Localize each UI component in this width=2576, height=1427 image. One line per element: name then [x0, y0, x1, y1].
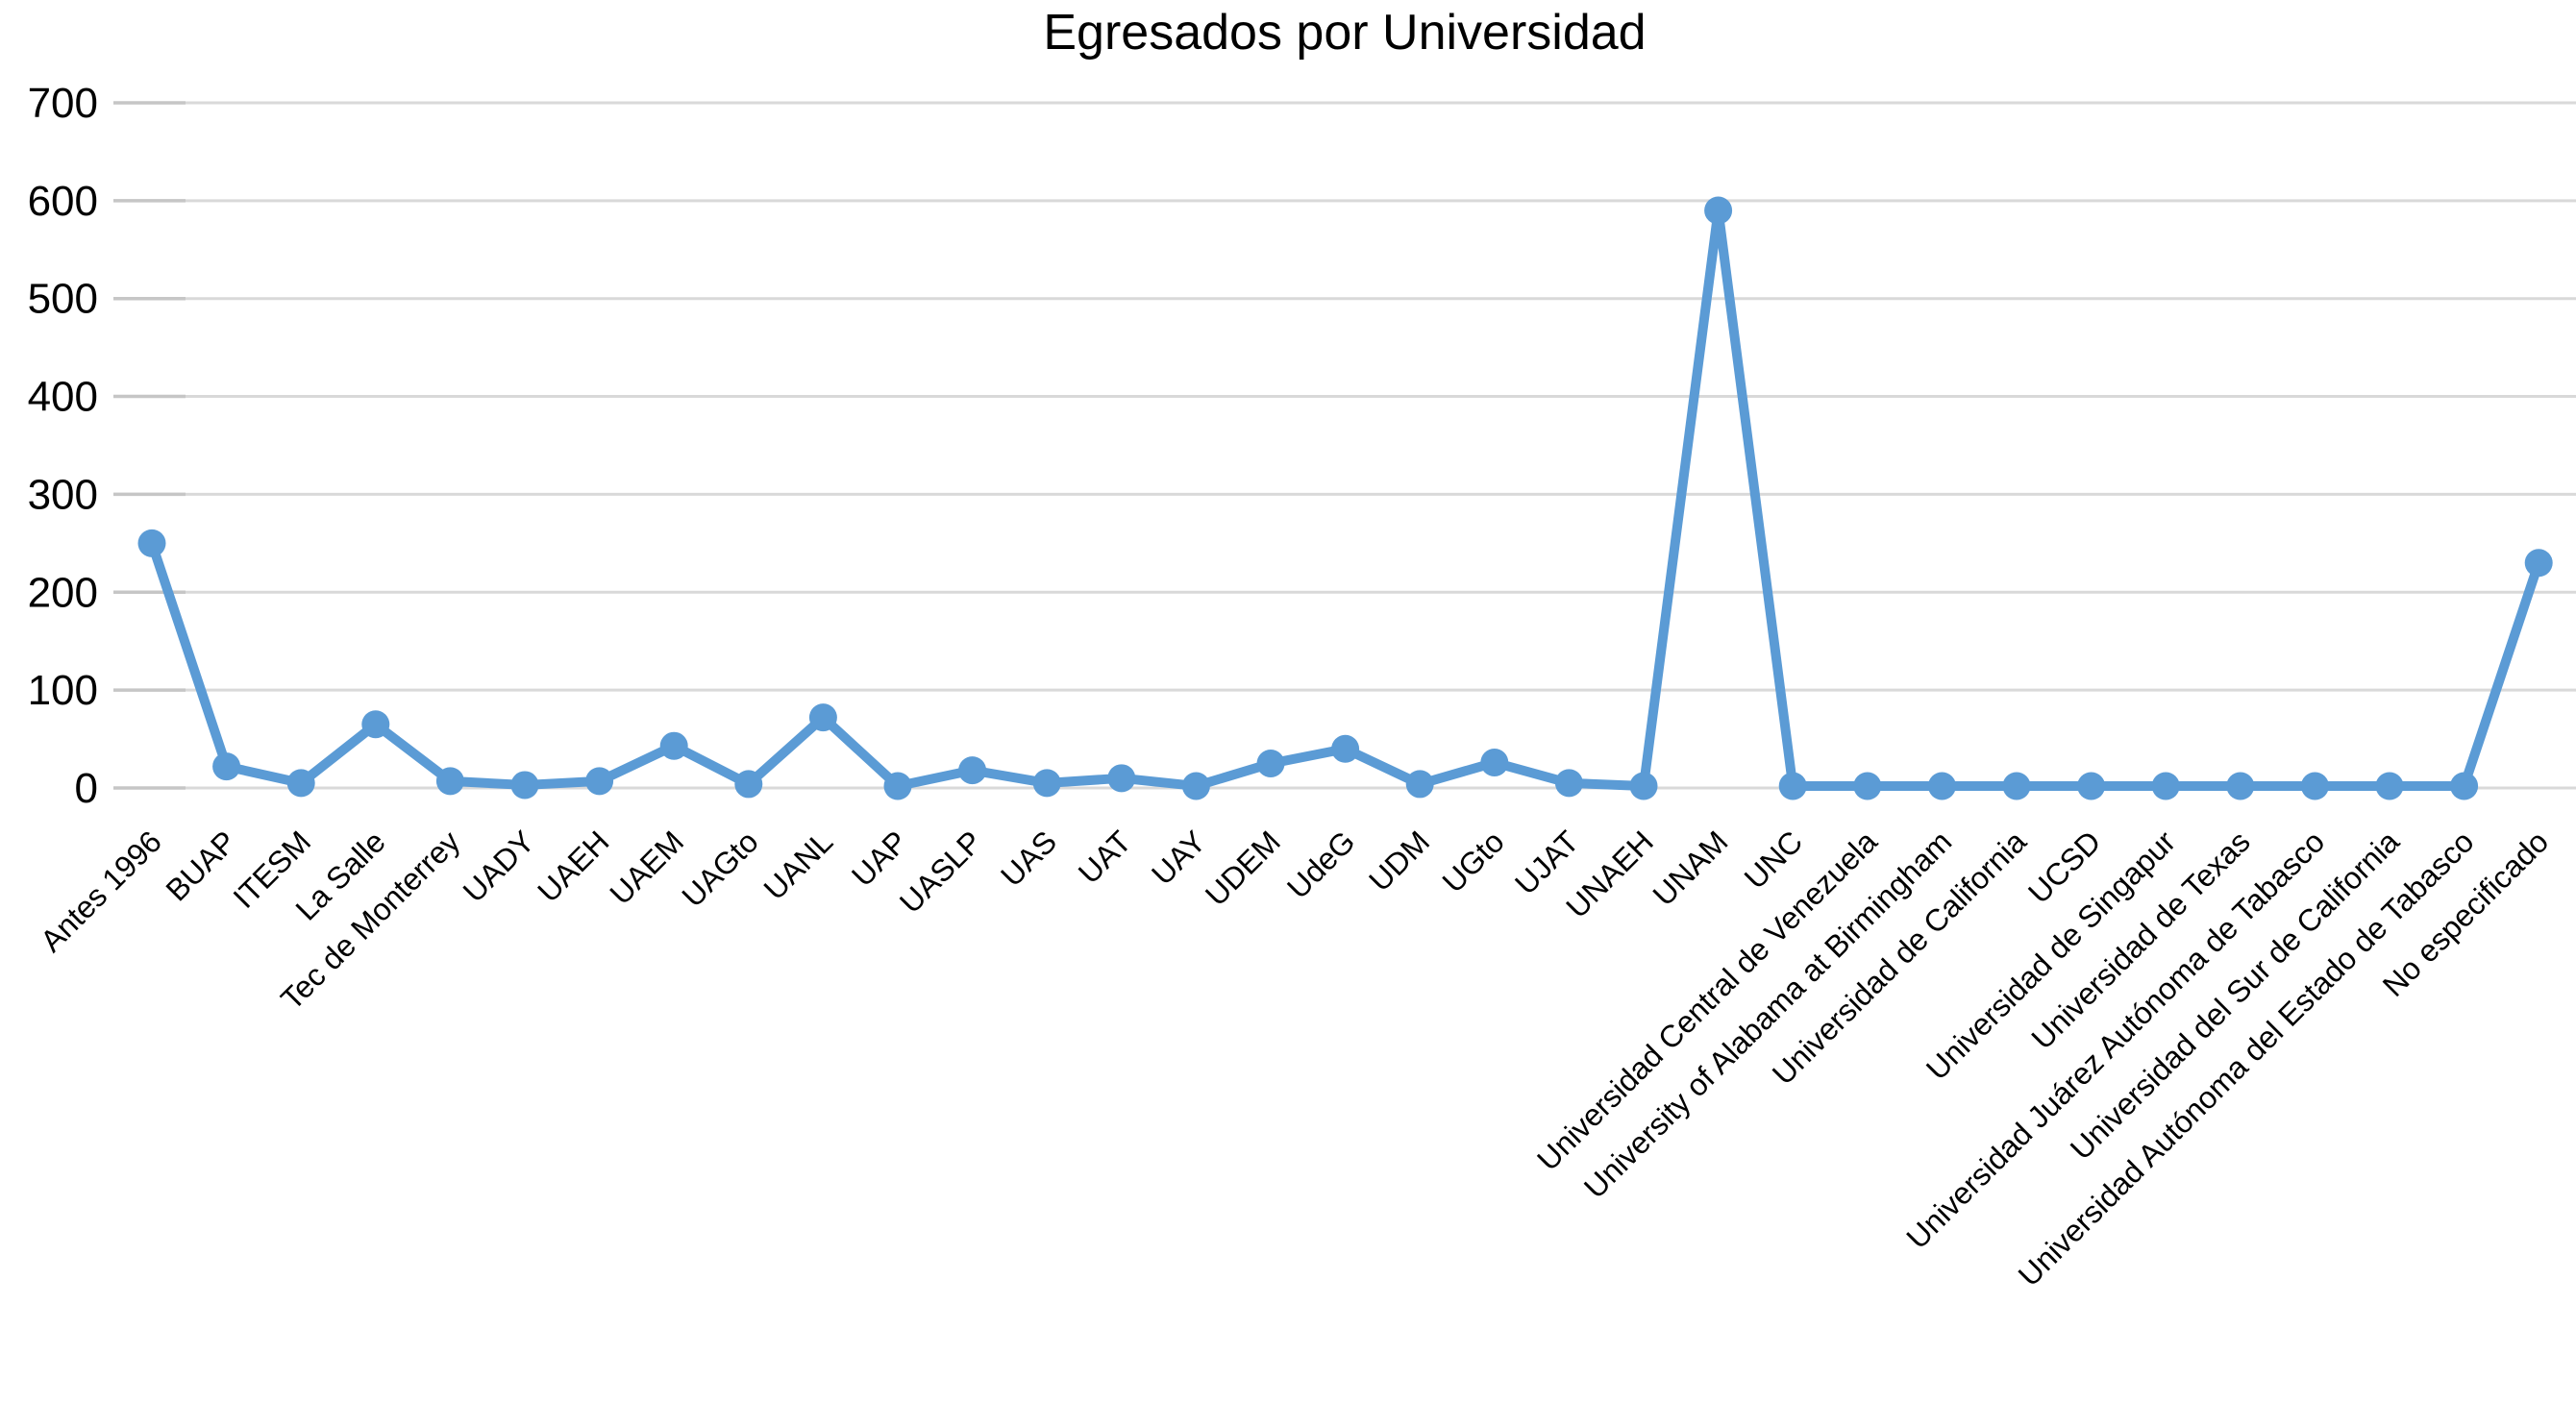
data-point	[734, 770, 763, 799]
y-axis-tick-label: 200	[28, 569, 98, 616]
data-line	[147, 206, 2544, 791]
y-axis-tick-label: 500	[28, 276, 98, 323]
y-axis-tick-label: 0	[75, 765, 98, 812]
data-point	[2077, 772, 2106, 800]
x-axis-category-label: UAEM	[603, 824, 690, 911]
x-axis-category-label: UANL	[757, 824, 840, 906]
x-axis-category-label: UNAM	[1646, 824, 1734, 912]
data-point	[1853, 772, 1882, 800]
data-point	[1778, 772, 1807, 800]
data-point	[1405, 770, 1434, 799]
data-point	[2300, 772, 2329, 800]
data-point	[286, 769, 315, 798]
chart-title: Egresados por Universidad	[1043, 5, 1647, 61]
data-point	[1554, 769, 1583, 798]
data-point	[1032, 769, 1061, 798]
y-axis-tick-label: 300	[28, 471, 98, 518]
data-point	[1331, 734, 1360, 763]
data-point	[1480, 749, 1509, 777]
data-point	[1629, 772, 1658, 800]
data-point	[1256, 750, 1285, 778]
data-point	[510, 771, 539, 800]
data-point	[2450, 772, 2479, 800]
x-axis-category-label: UDEM	[1199, 824, 1287, 912]
data-point	[585, 767, 614, 796]
x-axis-category-label: UAY	[1145, 824, 1212, 891]
data-point	[1181, 772, 1210, 800]
data-point	[808, 703, 837, 732]
data-point	[958, 756, 987, 785]
data-point	[1704, 196, 1733, 225]
x-axis-category-label: UADY	[457, 824, 541, 908]
data-point	[361, 710, 390, 739]
x-axis-category-label: UAGto	[675, 824, 764, 913]
data-point	[435, 767, 464, 796]
data-point	[2002, 772, 2031, 800]
data-point	[1107, 764, 1136, 793]
data-point	[137, 529, 166, 557]
x-axis-category-label: UDM	[1362, 824, 1436, 898]
data-point	[2226, 772, 2255, 800]
data-point	[659, 731, 688, 760]
data-point	[2524, 549, 2553, 578]
data-point	[2151, 772, 2180, 800]
x-axis-category-label: UAS	[994, 824, 1063, 893]
x-axis-category-label: UAP	[845, 824, 914, 893]
x-axis-category-label: UdeG	[1280, 824, 1362, 905]
y-axis-tick-label: 600	[28, 178, 98, 225]
y-axis-tick-label: 700	[28, 80, 98, 127]
data-point	[1927, 772, 1956, 800]
data-point	[2375, 772, 2404, 800]
y-axis-tick-label: 400	[28, 374, 98, 421]
x-axis-category-label: UASLP	[893, 824, 989, 920]
x-axis-category-label: UAEH	[531, 824, 615, 908]
y-axis-tick-label: 100	[28, 667, 98, 714]
x-axis-category-label: Antes 1996	[34, 824, 168, 958]
x-axis-category-label: UGto	[1435, 824, 1510, 898]
data-point	[883, 772, 912, 800]
data-point	[212, 752, 241, 781]
x-axis-category-label: UAT	[1072, 824, 1138, 890]
